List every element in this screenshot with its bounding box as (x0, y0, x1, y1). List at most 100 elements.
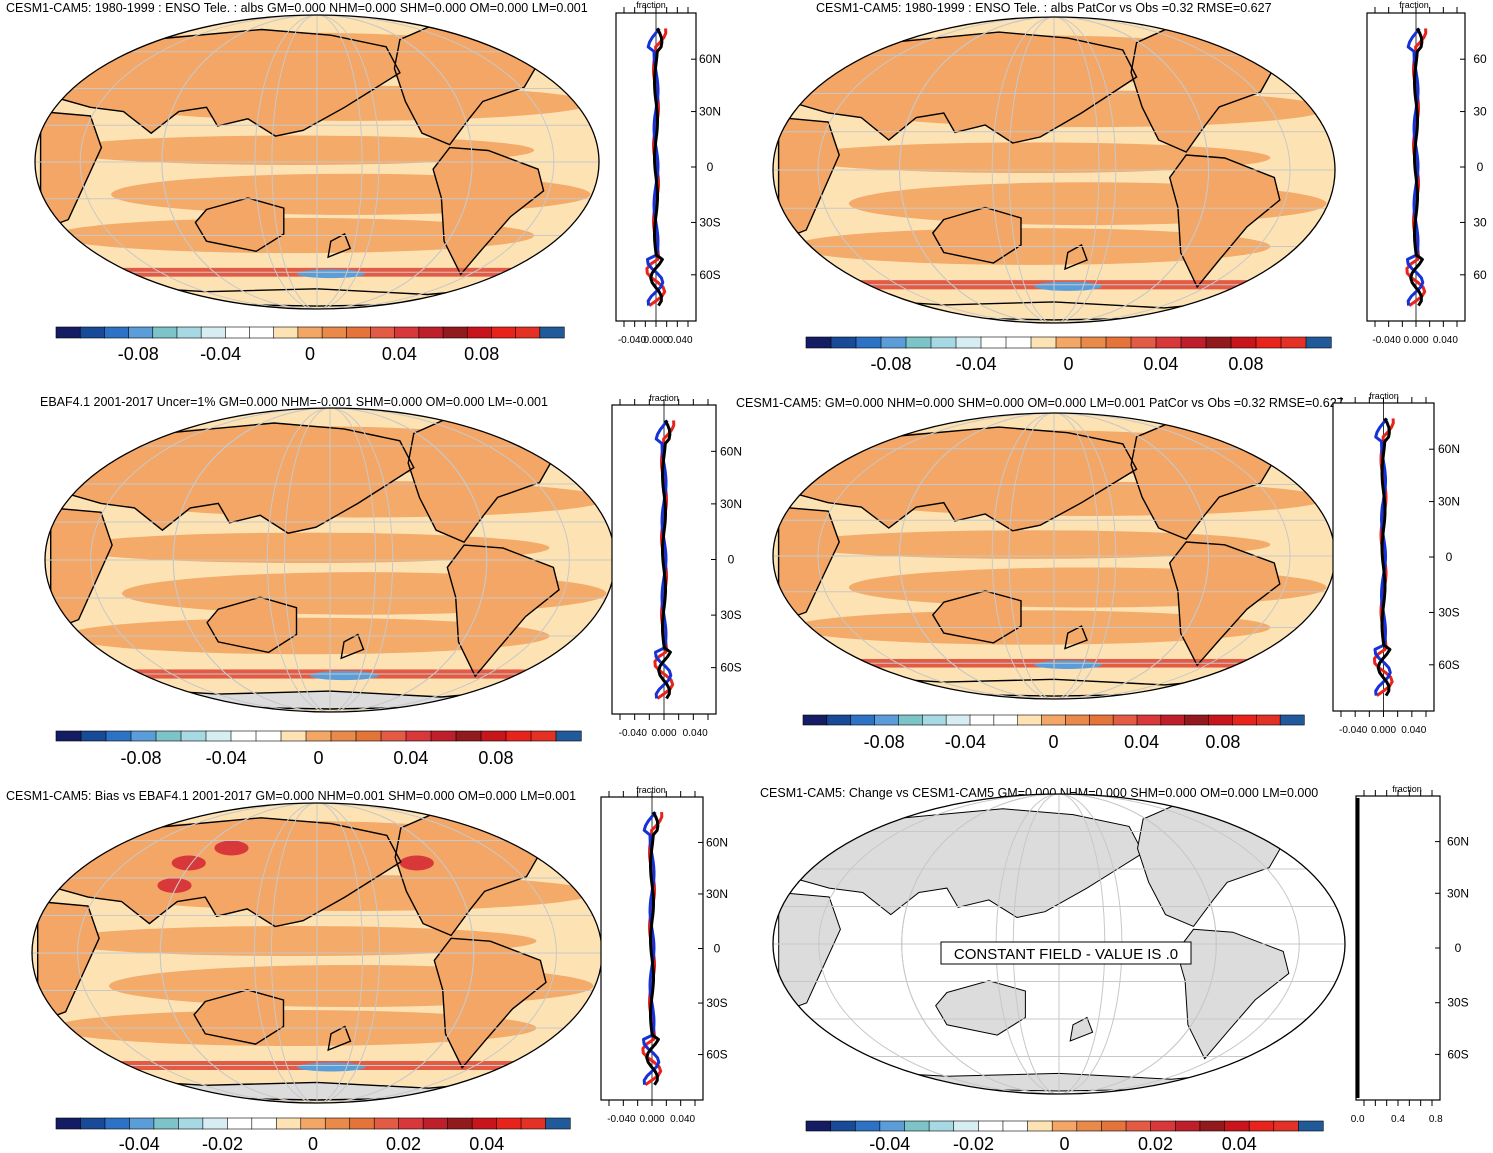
colorbar-swatch (349, 1117, 375, 1130)
colorbar-swatch (373, 1117, 400, 1130)
colorbar-swatch (993, 714, 1019, 726)
eurasia-outline (792, 808, 1144, 919)
africa-field (50, 507, 113, 627)
zonal-profile-5: fraction 60N 30N 0 30S 60S -0.040 0.000 0.040 (600, 785, 728, 1125)
longitude-line (266, 408, 394, 712)
profile-lat-label: 60S (720, 661, 741, 675)
colorbar-swatch (1184, 714, 1210, 726)
greenland-coastline (489, 808, 548, 840)
zonal-profile-2: fraction 60 30 0 30 60 -0.040 0.000 0.040 (1366, 0, 1487, 346)
profile-lat-label: 60N (1438, 442, 1460, 456)
profile-lat-label: 0 (728, 553, 735, 567)
profile-lat-label: 30S (699, 215, 720, 229)
colorbar-swatch (1076, 1120, 1103, 1132)
samerica-field (433, 147, 544, 275)
namerica-field (395, 813, 546, 936)
colorbar-swatch (945, 714, 971, 726)
map-4 (772, 412, 1336, 700)
colorbar-swatch (153, 1117, 179, 1130)
namerica-field (408, 418, 559, 543)
colorbar-swatch (978, 1120, 1004, 1132)
profile-curve (1373, 417, 1392, 696)
colorbar-swatch (80, 730, 107, 742)
colorbar-label: 0 (1059, 1134, 1069, 1153)
australia-coastline (206, 596, 298, 654)
longitude-line (270, 803, 364, 1103)
colorbar-swatch (1101, 1120, 1127, 1132)
australia-outline (935, 980, 1026, 1036)
panel-6-title: CESM1-CAM5: Change vs CESM1-CAM5 GM=0.00… (760, 786, 1319, 800)
profile-lat-label: 30S (1447, 996, 1468, 1010)
colorbar-label: 0.08 (464, 344, 499, 364)
profile-title: fraction (1392, 784, 1422, 794)
profile-x-label: 0.000 (1371, 725, 1396, 736)
colorbar-swatch (1150, 1120, 1176, 1132)
samerica-coastline (433, 937, 547, 1069)
eurasia-coastline (791, 426, 1138, 532)
colorbar-5: -0.04 -0.02 0 0.02 0.04 (55, 1117, 571, 1153)
colorbar-swatch (555, 730, 582, 742)
colorbar-label: 0.04 (1143, 354, 1178, 374)
colorbar-swatch (930, 336, 957, 349)
longitude-line (271, 15, 363, 309)
colorbar-label: 0 (313, 748, 323, 768)
greenland-coastline (1223, 22, 1281, 54)
colorbar-swatch (1112, 714, 1138, 726)
profile-title: fraction (649, 393, 679, 403)
profile-lat-label: 0 (1455, 941, 1462, 955)
colorbar-4: -0.08 -0.04 0 0.04 0.08 (802, 714, 1305, 752)
profile-curve (1406, 27, 1425, 306)
longitude-line (161, 15, 473, 309)
profile-lat-label: 0 (1446, 550, 1453, 564)
constant-field-frame (940, 941, 1192, 965)
colorbar-swatch (251, 1117, 277, 1130)
colorbar-swatch (442, 326, 468, 339)
field-band (54, 135, 535, 165)
colorbar-swatch (249, 326, 275, 339)
colorbar-swatch (225, 326, 251, 339)
profile-x-label: -0.040 (618, 335, 647, 346)
colorbar-swatch (273, 326, 299, 339)
profile-lat-label: 0 (1477, 160, 1484, 174)
greenland-outline (1231, 799, 1290, 830)
colorbar-swatch (1248, 1120, 1275, 1132)
colorbar-swatch (1017, 714, 1043, 726)
profile-curve (1376, 417, 1392, 697)
colorbar-swatch (178, 1117, 204, 1130)
colorbar-swatch (227, 1117, 253, 1130)
colorbar-label: 0.04 (1222, 1134, 1257, 1153)
colorbar-swatch (104, 1117, 131, 1130)
profile-lat-label: 30 (1473, 105, 1487, 119)
southern-ocean-negative (297, 1062, 366, 1072)
profile-curve (654, 419, 673, 699)
map-border (772, 793, 1346, 1095)
colorbar-swatch (545, 1117, 571, 1130)
colorbar-swatch (80, 1117, 106, 1130)
colorbar-swatch (55, 1117, 82, 1130)
colorbar-swatch (1155, 336, 1182, 349)
colorbar-swatch (826, 714, 852, 726)
longitude-line (817, 17, 1291, 323)
zonal-profile-6: fraction 60N 30N 0 30S 60S 0.0 0.4 0.8 (1351, 784, 1469, 1125)
colorbar-swatch (430, 730, 457, 742)
colorbar-swatch (1041, 714, 1067, 726)
eurasia-field (792, 32, 1137, 143)
profile-lat-label: 60N (706, 835, 728, 849)
colorbar-swatch (104, 326, 130, 339)
panel-3-title: EBAF4.1 2001-2017 Uncer=1% GM=0.000 NHM=… (40, 395, 548, 409)
profile-curve (646, 27, 665, 306)
colorbar-swatch (1199, 1120, 1226, 1132)
profile-lat-label: 30N (1438, 495, 1460, 509)
profile-x-label: 0.000 (1403, 335, 1428, 346)
colorbar-swatch (321, 326, 347, 339)
colorbar-swatch (1002, 1120, 1029, 1132)
colorbar-swatch (398, 1117, 424, 1130)
namerica-field (1131, 422, 1280, 540)
longitude-line (991, 17, 1117, 323)
colorbar-swatch (1005, 336, 1032, 349)
colorbar-2: -0.08 -0.04 0 0.04 0.08 (805, 336, 1332, 374)
nz-coastline (1064, 625, 1088, 650)
colorbar-swatch (905, 336, 932, 349)
australia-field (932, 207, 1021, 263)
colorbar-swatch (380, 730, 407, 742)
